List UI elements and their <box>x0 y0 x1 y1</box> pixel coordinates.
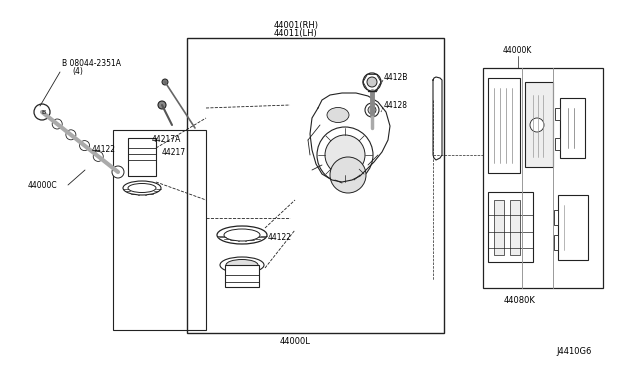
Text: 44000K: 44000K <box>503 46 532 55</box>
Text: 44217A: 44217A <box>152 135 181 144</box>
Bar <box>510 200 520 255</box>
Bar <box>494 200 504 255</box>
Circle shape <box>330 157 366 193</box>
Text: 44000C: 44000C <box>28 180 58 189</box>
Circle shape <box>363 73 381 91</box>
Circle shape <box>52 119 62 129</box>
Bar <box>488 192 533 262</box>
Ellipse shape <box>220 257 264 273</box>
Bar <box>558 195 588 260</box>
Text: 44011(LH): 44011(LH) <box>274 29 318 38</box>
Bar <box>554 210 558 225</box>
Bar <box>225 265 259 287</box>
Circle shape <box>365 103 379 117</box>
Text: B 08044-2351A: B 08044-2351A <box>62 59 121 68</box>
Bar <box>483 68 603 288</box>
Bar <box>554 235 558 250</box>
Circle shape <box>325 135 365 175</box>
Circle shape <box>66 130 76 140</box>
Circle shape <box>158 101 166 109</box>
Ellipse shape <box>123 181 161 195</box>
Ellipse shape <box>128 183 156 192</box>
Circle shape <box>162 79 168 85</box>
Circle shape <box>79 141 90 151</box>
Circle shape <box>367 77 377 87</box>
Text: J4410G6: J4410G6 <box>557 347 592 356</box>
Ellipse shape <box>327 108 349 122</box>
Text: 44128: 44128 <box>384 100 408 109</box>
Text: 44217: 44217 <box>162 148 186 157</box>
Circle shape <box>93 151 103 161</box>
Text: 44080K: 44080K <box>504 296 536 305</box>
Circle shape <box>368 106 376 114</box>
Circle shape <box>317 127 373 183</box>
Text: 44001(RH): 44001(RH) <box>273 21 319 30</box>
Ellipse shape <box>226 260 258 270</box>
Bar <box>128 138 156 176</box>
Text: (4): (4) <box>72 67 83 76</box>
Ellipse shape <box>217 226 267 244</box>
Text: 4412B: 4412B <box>384 74 408 83</box>
Text: 44122: 44122 <box>92 145 116 154</box>
Bar <box>560 98 585 158</box>
Bar <box>555 138 560 150</box>
Bar <box>113 130 206 330</box>
Text: 44122: 44122 <box>268 234 292 243</box>
Text: 44000L: 44000L <box>280 337 310 346</box>
Bar <box>555 108 560 120</box>
Bar <box>525 82 553 167</box>
Circle shape <box>34 104 50 120</box>
Polygon shape <box>433 77 442 160</box>
Circle shape <box>112 166 124 178</box>
Ellipse shape <box>224 229 260 241</box>
Circle shape <box>530 118 544 132</box>
Text: B: B <box>41 110 45 115</box>
Bar <box>187 38 444 333</box>
Bar <box>488 78 520 173</box>
